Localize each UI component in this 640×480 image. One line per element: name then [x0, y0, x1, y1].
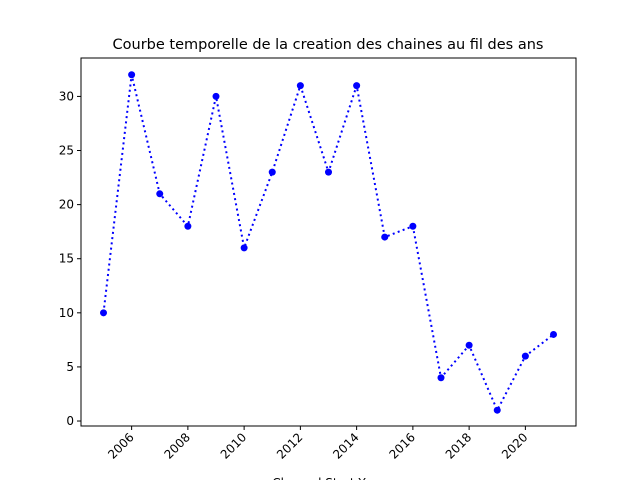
- data-point: [325, 168, 332, 176]
- y-tick-label: 10: [59, 306, 74, 320]
- data-point: [437, 374, 445, 382]
- y-tick-label: 5: [66, 360, 74, 374]
- x-tick-label: 2008: [161, 430, 192, 461]
- data-point: [156, 190, 164, 198]
- x-tick-label: 2012: [274, 430, 305, 461]
- data-point: [550, 330, 557, 338]
- data-point: [409, 222, 417, 230]
- x-tick-label: 2010: [218, 430, 249, 461]
- x-tick-label: 2006: [105, 430, 136, 461]
- data-point: [521, 352, 529, 360]
- x-tick-label: 2020: [499, 430, 530, 461]
- y-tick-label: 25: [59, 144, 74, 158]
- y-tick-label: 15: [59, 252, 74, 266]
- data-point: [268, 168, 276, 176]
- data-point: [493, 406, 501, 414]
- data-point: [353, 82, 361, 90]
- data-point: [240, 244, 248, 252]
- data-point: [381, 233, 389, 241]
- y-tick-label: 0: [66, 414, 74, 428]
- y-tick-label: 20: [59, 198, 74, 212]
- data-point: [128, 71, 136, 79]
- data-point: [296, 82, 304, 90]
- x-tick-label: 2014: [330, 430, 361, 461]
- data-point: [100, 309, 107, 317]
- x-tick-label: 2018: [443, 430, 474, 461]
- chart-title: Courbe temporelle de la creation des cha…: [113, 37, 544, 53]
- x-axis-label: Channel Start Year: [272, 476, 384, 480]
- plot-frame: [80, 57, 577, 427]
- y-tick-label: 30: [59, 89, 74, 103]
- data-point: [184, 222, 192, 230]
- data-point: [465, 341, 473, 349]
- x-tick-label: 2016: [386, 430, 417, 461]
- data-point: [212, 92, 220, 100]
- data-line: [102, 74, 555, 413]
